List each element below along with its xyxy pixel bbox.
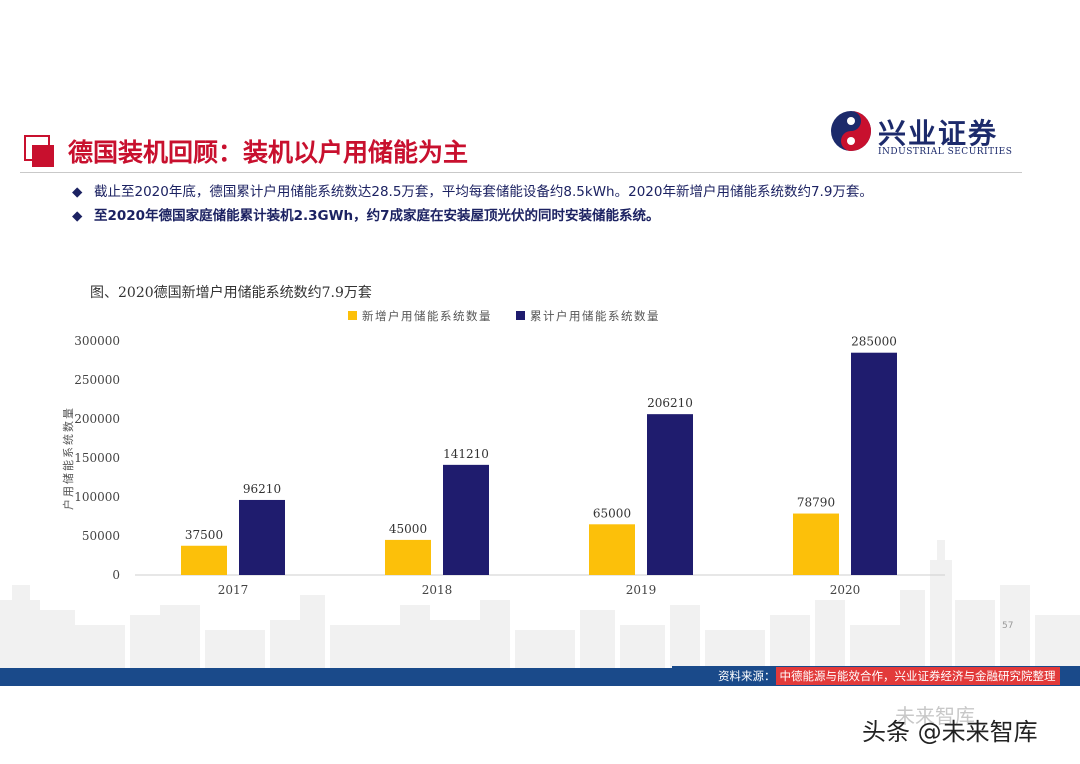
x-tick-label: 2020 (830, 583, 861, 597)
y-tick-label: 50000 (82, 529, 120, 543)
figure-caption: 图、2020德国新增户用储能系统数约7.9万套 (90, 285, 372, 301)
legend-swatch (516, 311, 525, 320)
title-divider (20, 172, 1022, 173)
diamond-bullet-icon: ◆ (72, 184, 83, 200)
logo-emblem-icon (831, 111, 871, 151)
data-label: 45000 (389, 522, 427, 536)
y-tick-label: 250000 (74, 373, 120, 387)
y-tick-label: 100000 (74, 490, 120, 504)
company-logo: 兴业证券 INDUSTRIAL SECURITIES (830, 110, 1015, 160)
y-tick-label: 0 (112, 568, 120, 582)
bullet-text: 至2020年德国家庭储能累计装机2.3GWh，约7成家庭在安装屋顶光伏的同时安装… (94, 208, 660, 224)
title-square-filled-icon (32, 145, 54, 167)
x-tick-label: 2017 (218, 583, 249, 597)
bullet-item: ◆ 至2020年德国家庭储能累计装机2.3GWh，约7成家庭在安装屋顶光伏的同时安… (72, 204, 659, 224)
source-note: 资料来源： 中德能源与能效合作，兴业证券经济与金融研究院整理 (672, 666, 1080, 686)
bar-cumulative (647, 414, 693, 575)
x-tick-label: 2019 (626, 583, 657, 597)
y-axis: 0 50000 100000 150000 200000 250000 300000 (74, 334, 120, 582)
y-tick-label: 300000 (74, 334, 120, 348)
legend-swatch (348, 311, 357, 320)
data-label: 141210 (443, 447, 489, 461)
title-bar: 德国装机回顾：装机以户用储能为主 (20, 133, 500, 173)
bar-new (589, 524, 635, 575)
page-title: 德国装机回顾：装机以户用储能为主 (68, 138, 469, 167)
data-label: 206210 (647, 396, 693, 410)
logo-name-cn: 兴业证券 (878, 117, 999, 150)
watermark-faint: 未来智库 (895, 704, 975, 728)
data-label: 65000 (593, 506, 631, 520)
y-tick-label: 150000 (74, 451, 120, 465)
bullet-text: 截止至2020年底，德国累计户用储能系统数达28.5万套，平均每套储能设备约8.… (94, 184, 873, 200)
y-tick-label: 200000 (74, 412, 120, 426)
diamond-bullet-icon: ◆ (72, 208, 83, 224)
legend-label: 累计户用储能系统数量 (530, 309, 660, 323)
watermark: 头条 @未来智库 (862, 718, 1038, 746)
bar-cumulative (851, 352, 897, 575)
bar-new (181, 545, 227, 575)
logo-name-en: INDUSTRIAL SECURITIES (878, 147, 1013, 157)
data-label: 78790 (797, 496, 835, 510)
data-label: 285000 (851, 335, 897, 349)
bar-new (793, 513, 839, 575)
chart-legend: 新增户用储能系统数量 累计户用储能系统数量 (348, 309, 660, 323)
x-tick-label: 2018 (422, 583, 453, 597)
y-axis-label: 户用储能系统数量 (61, 406, 75, 510)
x-axis: 2017 2018 2019 2020 (218, 583, 861, 597)
data-label: 96210 (243, 482, 281, 496)
source-text: 中德能源与能效合作，兴业证券经济与金融研究院整理 (775, 667, 1060, 685)
data-label: 37500 (185, 528, 223, 542)
page-number: 57 (1002, 621, 1014, 631)
bar-cumulative (443, 464, 489, 575)
bar-new (385, 539, 431, 575)
legend-label: 新增户用储能系统数量 (362, 309, 492, 323)
bullet-item: ◆ 截止至2020年底，德国累计户用储能系统数达28.5万套，平均每套储能设备约8… (72, 180, 873, 200)
source-label: 资料来源： (718, 669, 776, 683)
bar-cumulative (239, 499, 285, 575)
bar-series: 37500 96210 45000 141210 65000 206210 78790 285… (181, 335, 897, 575)
